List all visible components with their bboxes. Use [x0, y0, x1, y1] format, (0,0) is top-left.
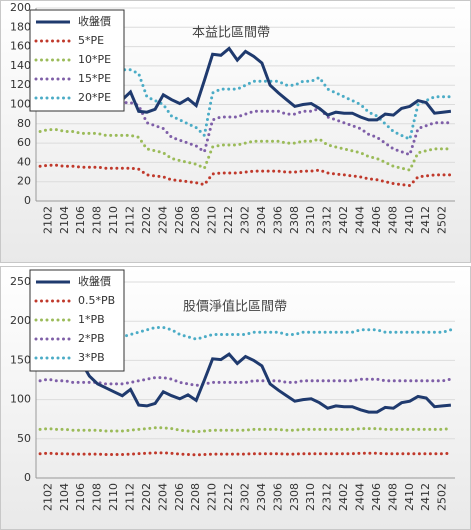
x-tick-label: 2402 — [337, 483, 350, 511]
legend-label: 收盤價 — [78, 274, 111, 288]
x-tick-label: 2410 — [403, 483, 416, 511]
x-tick-label: 2108 — [91, 483, 104, 511]
y-tick-label: 150 — [10, 353, 31, 366]
x-tick-label: 2104 — [58, 483, 71, 511]
y-tick-label: 60 — [17, 136, 31, 149]
y-tick-label: 100 — [10, 393, 31, 406]
x-tick-label: 2306 — [271, 483, 284, 511]
x-tick-label: 2310 — [304, 206, 317, 234]
y-tick-label: 50 — [17, 432, 31, 445]
x-tick-label: 2408 — [386, 206, 399, 234]
legend-label: 收盤價 — [78, 14, 111, 28]
x-tick-label: 2110 — [107, 206, 120, 234]
y-tick-label: 40 — [17, 155, 31, 168]
x-tick-label: 2302 — [239, 206, 252, 234]
series-line — [38, 128, 453, 172]
legend-label: 15*PE — [78, 72, 111, 85]
legend-label: 20*PE — [78, 91, 111, 104]
legend-label: 1*PB — [78, 313, 105, 326]
y-tick-label: 250 — [10, 275, 31, 288]
x-tick-label: 2104 — [58, 206, 71, 234]
x-tick-label: 2102 — [41, 483, 54, 511]
x-tick-label: 2212 — [222, 206, 235, 234]
y-tick-label: 180 — [10, 20, 31, 33]
x-tick-label: 2106 — [74, 206, 87, 234]
legend-label: 2*PB — [78, 332, 105, 345]
x-tick-label: 2108 — [91, 206, 104, 234]
x-tick-label: 2204 — [156, 483, 169, 511]
x-tick-label: 2404 — [354, 483, 367, 511]
y-tick-label: 200 — [10, 314, 31, 327]
x-tick-label: 2112 — [123, 483, 136, 511]
legend-label: 10*PE — [78, 53, 111, 66]
x-tick-label: 2308 — [288, 483, 301, 511]
x-tick-label: 2312 — [321, 483, 334, 511]
series-line — [38, 376, 453, 388]
x-tick-label: 2306 — [271, 206, 284, 234]
y-tick-label: 160 — [10, 40, 31, 53]
x-tick-label: 2502 — [436, 483, 449, 511]
x-tick-label: 2304 — [255, 483, 268, 511]
legend-label: 5*PE — [78, 34, 104, 47]
chart-title: 本益比區間帶 — [192, 26, 270, 41]
x-tick-label: 2406 — [370, 206, 383, 234]
y-tick-label: 200 — [10, 1, 31, 14]
x-tick-label: 2202 — [140, 206, 153, 234]
y-tick-label: 80 — [17, 117, 31, 130]
x-tick-label: 2210 — [206, 483, 219, 511]
x-tick-label: 2212 — [222, 483, 235, 511]
x-tick-label: 2304 — [255, 206, 268, 234]
x-tick-label: 2502 — [436, 206, 449, 234]
series-line — [38, 163, 453, 188]
x-tick-label: 2204 — [156, 206, 169, 234]
x-tick-label: 2406 — [370, 483, 383, 511]
legend-label: 0.5*PB — [78, 294, 115, 307]
series-line — [39, 352, 452, 414]
y-tick-label: 0 — [24, 194, 31, 207]
x-tick-label: 2106 — [74, 483, 87, 511]
y-tick-label: 0 — [24, 471, 31, 484]
x-tick-label: 2302 — [239, 483, 252, 511]
x-tick-label: 2412 — [419, 483, 432, 511]
x-tick-label: 2312 — [321, 206, 334, 234]
x-tick-label: 2102 — [41, 206, 54, 234]
x-tick-label: 2110 — [107, 483, 120, 511]
x-tick-label: 2308 — [288, 206, 301, 234]
x-tick-label: 2202 — [140, 483, 153, 511]
chart-title: 股價淨值比區間帶 — [183, 299, 287, 315]
x-tick-label: 2412 — [419, 206, 432, 234]
y-tick-label: 140 — [10, 59, 31, 72]
x-tick-label: 2310 — [304, 483, 317, 511]
x-tick-label: 2206 — [173, 206, 186, 234]
x-tick-label: 2402 — [337, 206, 350, 234]
legend-label: 3*PB — [78, 351, 105, 364]
x-tick-label: 2208 — [189, 483, 202, 511]
y-tick-label: 20 — [17, 175, 31, 188]
x-tick-label: 2404 — [354, 206, 367, 234]
x-tick-label: 2410 — [403, 206, 416, 234]
x-tick-label: 2208 — [189, 206, 202, 234]
x-tick-label: 2408 — [386, 483, 399, 511]
x-tick-label: 2206 — [173, 483, 186, 511]
y-tick-label: 120 — [10, 78, 31, 91]
x-tick-label: 2112 — [123, 206, 136, 234]
x-tick-label: 2210 — [206, 206, 219, 234]
y-tick-label: 100 — [10, 98, 31, 111]
